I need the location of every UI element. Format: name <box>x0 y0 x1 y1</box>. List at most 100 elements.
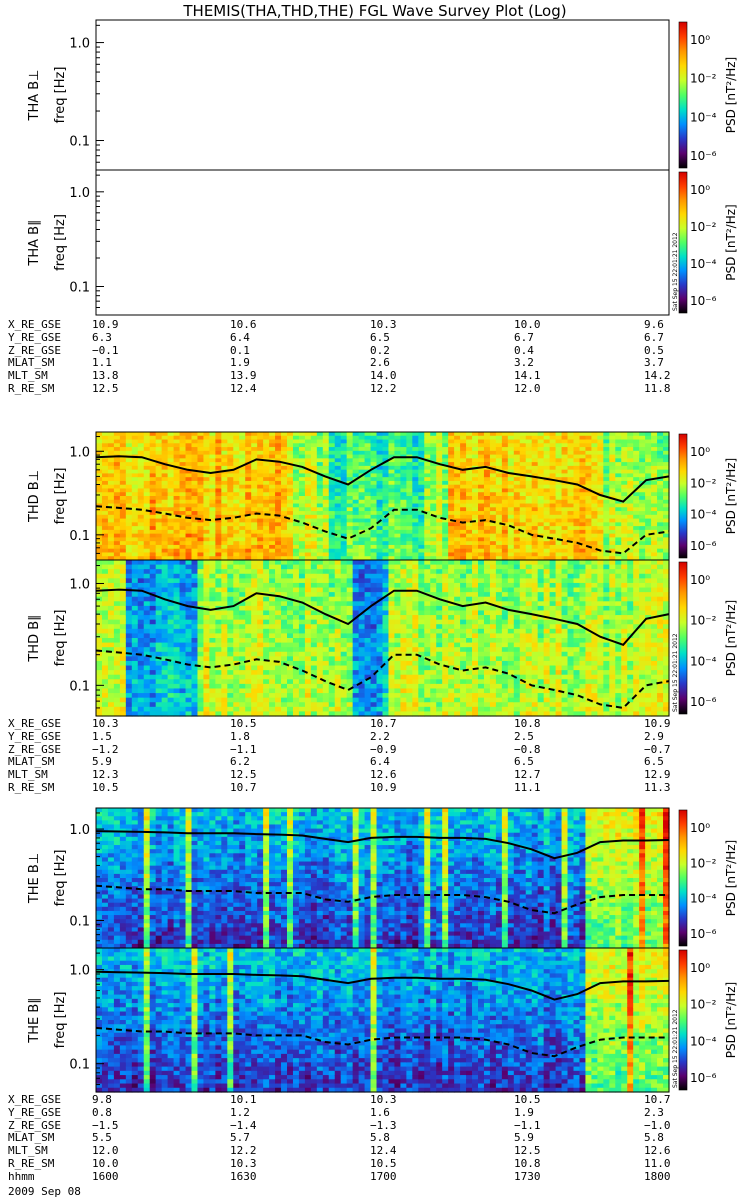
freq-label: freq [Hz] <box>53 468 68 525</box>
spectrogram-cell <box>197 628 205 635</box>
spectrogram-cell <box>501 529 509 535</box>
spectrogram-cell <box>436 450 443 456</box>
spectrogram-cell <box>101 656 109 662</box>
spectrogram-cell <box>657 499 664 505</box>
spectrogram-cell <box>376 514 384 520</box>
spectrogram-cell <box>101 499 109 505</box>
spectrogram-cell <box>304 582 312 589</box>
spectrogram-cell <box>412 488 419 493</box>
spectrogram-cell <box>96 469 103 475</box>
spectrogram-cell <box>328 619 336 625</box>
spectrogram-cell <box>251 465 258 471</box>
spectrogram-cell <box>167 503 175 508</box>
spectrogram-cell <box>245 610 252 616</box>
spectrogram-cell <box>489 432 497 437</box>
spectrogram-cell <box>251 541 258 546</box>
spectrogram-cell <box>96 592 103 598</box>
spectrogram-cell <box>185 507 193 512</box>
spectrogram-cell <box>394 465 402 471</box>
spectrogram-cell <box>185 560 193 566</box>
spectrogram-cell <box>657 496 664 501</box>
spectrogram-cell <box>454 447 461 452</box>
spectrogram-cell <box>209 432 216 437</box>
spectrogram-cell <box>287 560 294 566</box>
spectrogram-cell <box>221 552 228 557</box>
spectrogram-cell <box>382 548 390 554</box>
spectrogram-cell <box>227 496 234 501</box>
spectrogram-cell <box>173 522 181 527</box>
spectrogram-cell <box>101 484 109 490</box>
spectrogram-cell <box>633 450 640 456</box>
spectrogram-cell <box>310 533 318 539</box>
spectrogram-cell <box>292 674 300 680</box>
spectrogram-cell <box>322 439 330 444</box>
spectrogram-cell <box>167 560 175 566</box>
spectrogram-cell <box>125 592 133 598</box>
spectrogram-cell <box>298 541 306 546</box>
spectrogram-cell <box>591 552 598 557</box>
spectrogram-cell <box>304 592 312 598</box>
spectrogram-cell <box>555 526 563 531</box>
spectrogram-cell <box>591 556 598 561</box>
spectrogram-cell <box>257 499 264 505</box>
spectrogram-cell <box>263 537 270 542</box>
spectrogram-cell <box>322 548 330 554</box>
spectrogram-cell <box>281 706 288 713</box>
spectrogram-cell <box>609 473 616 478</box>
spectrogram-cell <box>483 541 491 546</box>
spectrogram-cell <box>107 480 115 486</box>
spectrogram-cell <box>388 462 396 467</box>
spectrogram-cell <box>143 432 151 437</box>
spectrogram-cell <box>239 511 246 516</box>
spectrogram-cell <box>263 443 270 448</box>
spectrogram-cell <box>370 642 378 648</box>
spectrogram-cell <box>609 544 616 550</box>
spectrogram-cell <box>442 458 449 463</box>
spectrogram-cell <box>436 488 443 493</box>
spectrogram-cell <box>382 537 390 542</box>
spectrogram-cell <box>388 507 396 512</box>
spectrogram-cell <box>352 573 360 579</box>
spectrogram-cell <box>143 656 151 662</box>
spectrogram-cell <box>125 469 133 475</box>
spectrogram-cell <box>191 651 199 657</box>
spectrogram-cell <box>549 432 557 437</box>
spectrogram-cell <box>161 642 169 648</box>
spectrogram-cell <box>376 711 384 717</box>
spectrogram-cell <box>251 533 258 539</box>
spectrogram-cell <box>113 656 121 662</box>
spectrogram-cell <box>304 670 312 676</box>
spectrogram-cell <box>376 697 384 703</box>
spectrogram-cell <box>621 447 628 452</box>
spectrogram-cell <box>197 432 205 437</box>
spectrogram-cell <box>412 529 419 535</box>
spectrogram-cell <box>376 601 384 607</box>
spectrogram-cell <box>376 679 384 685</box>
spectrogram-cell <box>663 439 670 444</box>
spectrogram-cell <box>203 488 211 493</box>
spectrogram-cell <box>531 507 539 512</box>
spectrogram-cell <box>179 488 187 493</box>
spectrogram-cell <box>185 656 193 662</box>
spectrogram-cell <box>609 507 616 512</box>
spectrogram-cell <box>531 432 539 437</box>
spectrogram-cell <box>263 556 270 561</box>
spectrogram-cell <box>418 462 425 467</box>
spectrogram-cell <box>406 537 413 542</box>
spectrogram-cell <box>119 544 127 550</box>
spectrogram-cell <box>227 462 234 467</box>
spectrogram-cell <box>639 518 646 523</box>
spectrogram-cell <box>155 503 163 508</box>
spectrogram-cell <box>292 601 300 607</box>
spectrogram-cell <box>239 582 246 589</box>
spectrogram-cell <box>448 537 455 542</box>
spectrogram-cell <box>651 462 658 467</box>
spectrogram-cell <box>263 548 270 554</box>
spectrogram-cell <box>197 647 205 653</box>
spectrogram-cell <box>322 688 330 694</box>
spectrogram-cell <box>340 573 348 579</box>
spectrogram-cell <box>269 529 276 535</box>
spectrogram-cell <box>227 526 234 531</box>
spectrogram-cell <box>340 674 348 680</box>
